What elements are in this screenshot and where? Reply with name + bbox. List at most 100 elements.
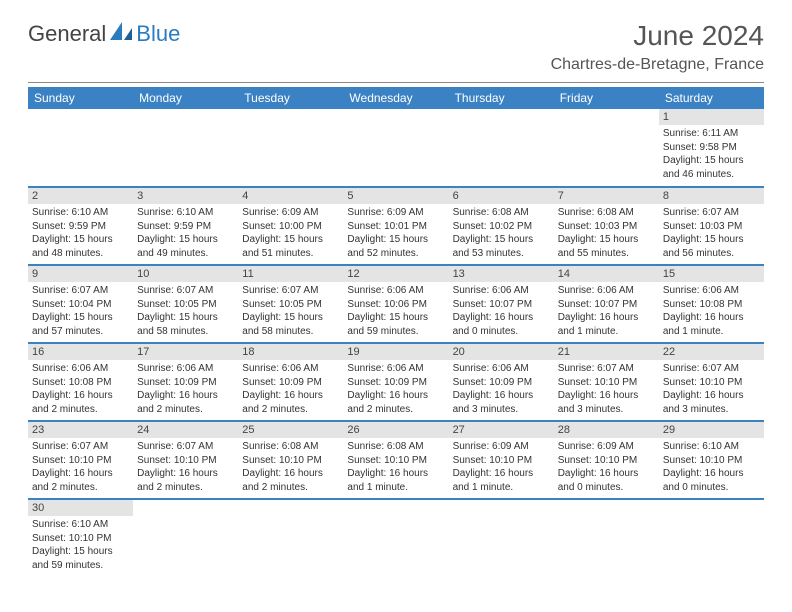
- sunset-text: Sunset: 9:59 PM: [32, 220, 129, 234]
- daylight-text: and 52 minutes.: [347, 247, 444, 261]
- day-details: Sunrise: 6:09 AMSunset: 10:10 PMDaylight…: [554, 438, 659, 496]
- sunset-text: Sunset: 10:04 PM: [32, 298, 129, 312]
- daylight-text: and 51 minutes.: [242, 247, 339, 261]
- daylight-text: and 58 minutes.: [242, 325, 339, 339]
- calendar-cell: 29Sunrise: 6:10 AMSunset: 10:10 PMDaylig…: [659, 421, 764, 499]
- daylight-text: and 0 minutes.: [453, 325, 550, 339]
- daylight-text: Daylight: 15 hours: [663, 233, 760, 247]
- sunrise-text: Sunrise: 6:06 AM: [453, 284, 550, 298]
- day-number: 7: [554, 188, 659, 204]
- day-details: Sunrise: 6:06 AMSunset: 10:09 PMDaylight…: [133, 360, 238, 418]
- daylight-text: and 59 minutes.: [347, 325, 444, 339]
- day-details: Sunrise: 6:07 AMSunset: 10:10 PMDaylight…: [28, 438, 133, 496]
- day-number: 16: [28, 344, 133, 360]
- sunset-text: Sunset: 10:07 PM: [558, 298, 655, 312]
- day-details: Sunrise: 6:10 AMSunset: 9:59 PMDaylight:…: [133, 204, 238, 262]
- calendar-cell: 28Sunrise: 6:09 AMSunset: 10:10 PMDaylig…: [554, 421, 659, 499]
- day-details: Sunrise: 6:08 AMSunset: 10:02 PMDaylight…: [449, 204, 554, 262]
- weekday-header: Wednesday: [343, 87, 448, 109]
- sunset-text: Sunset: 10:10 PM: [32, 532, 129, 546]
- daylight-text: and 1 minute.: [453, 481, 550, 495]
- day-number: 8: [659, 188, 764, 204]
- sunrise-text: Sunrise: 6:06 AM: [137, 362, 234, 376]
- day-number: 3: [133, 188, 238, 204]
- day-details: Sunrise: 6:06 AMSunset: 10:07 PMDaylight…: [449, 282, 554, 340]
- daylight-text: and 0 minutes.: [558, 481, 655, 495]
- calendar-cell: 17Sunrise: 6:06 AMSunset: 10:09 PMDaylig…: [133, 343, 238, 421]
- sunset-text: Sunset: 10:05 PM: [242, 298, 339, 312]
- daylight-text: and 58 minutes.: [137, 325, 234, 339]
- day-details: Sunrise: 6:06 AMSunset: 10:08 PMDaylight…: [28, 360, 133, 418]
- day-details: Sunrise: 6:07 AMSunset: 10:04 PMDaylight…: [28, 282, 133, 340]
- calendar-cell: [238, 499, 343, 577]
- daylight-text: and 59 minutes.: [32, 559, 129, 573]
- sunrise-text: Sunrise: 6:06 AM: [663, 284, 760, 298]
- calendar-cell: 20Sunrise: 6:06 AMSunset: 10:09 PMDaylig…: [449, 343, 554, 421]
- calendar-cell: 27Sunrise: 6:09 AMSunset: 10:10 PMDaylig…: [449, 421, 554, 499]
- calendar-week-row: 30Sunrise: 6:10 AMSunset: 10:10 PMDaylig…: [28, 499, 764, 577]
- sunset-text: Sunset: 10:09 PM: [242, 376, 339, 390]
- calendar-cell: 11Sunrise: 6:07 AMSunset: 10:05 PMDaylig…: [238, 265, 343, 343]
- day-details: Sunrise: 6:06 AMSunset: 10:08 PMDaylight…: [659, 282, 764, 340]
- sunset-text: Sunset: 10:01 PM: [347, 220, 444, 234]
- day-number: 23: [28, 422, 133, 438]
- daylight-text: Daylight: 16 hours: [558, 311, 655, 325]
- sunset-text: Sunset: 10:06 PM: [347, 298, 444, 312]
- sunrise-text: Sunrise: 6:07 AM: [32, 440, 129, 454]
- calendar-week-row: 2Sunrise: 6:10 AMSunset: 9:59 PMDaylight…: [28, 187, 764, 265]
- daylight-text: and 46 minutes.: [663, 168, 760, 182]
- sunset-text: Sunset: 10:10 PM: [347, 454, 444, 468]
- daylight-text: Daylight: 16 hours: [32, 389, 129, 403]
- calendar-cell: [659, 499, 764, 577]
- day-details: Sunrise: 6:08 AMSunset: 10:10 PMDaylight…: [343, 438, 448, 496]
- daylight-text: Daylight: 16 hours: [663, 311, 760, 325]
- day-details: Sunrise: 6:06 AMSunset: 10:06 PMDaylight…: [343, 282, 448, 340]
- day-number: 5: [343, 188, 448, 204]
- daylight-text: Daylight: 16 hours: [347, 467, 444, 481]
- calendar-cell: 2Sunrise: 6:10 AMSunset: 9:59 PMDaylight…: [28, 187, 133, 265]
- daylight-text: Daylight: 16 hours: [453, 311, 550, 325]
- daylight-text: Daylight: 15 hours: [32, 545, 129, 559]
- daylight-text: Daylight: 15 hours: [137, 311, 234, 325]
- calendar-cell: 9Sunrise: 6:07 AMSunset: 10:04 PMDayligh…: [28, 265, 133, 343]
- calendar-cell: 18Sunrise: 6:06 AMSunset: 10:09 PMDaylig…: [238, 343, 343, 421]
- calendar-week-row: 16Sunrise: 6:06 AMSunset: 10:08 PMDaylig…: [28, 343, 764, 421]
- sunrise-text: Sunrise: 6:06 AM: [242, 362, 339, 376]
- sunrise-text: Sunrise: 6:07 AM: [137, 284, 234, 298]
- day-details: Sunrise: 6:10 AMSunset: 9:59 PMDaylight:…: [28, 204, 133, 262]
- calendar-cell: 1Sunrise: 6:11 AMSunset: 9:58 PMDaylight…: [659, 109, 764, 187]
- sunset-text: Sunset: 10:10 PM: [242, 454, 339, 468]
- day-number: 4: [238, 188, 343, 204]
- header-divider: [28, 82, 764, 83]
- daylight-text: and 2 minutes.: [32, 481, 129, 495]
- sunrise-text: Sunrise: 6:09 AM: [453, 440, 550, 454]
- daylight-text: and 3 minutes.: [663, 403, 760, 417]
- calendar-cell: 16Sunrise: 6:06 AMSunset: 10:08 PMDaylig…: [28, 343, 133, 421]
- daylight-text: Daylight: 16 hours: [137, 467, 234, 481]
- day-details: Sunrise: 6:07 AMSunset: 10:03 PMDaylight…: [659, 204, 764, 262]
- sunrise-text: Sunrise: 6:09 AM: [242, 206, 339, 220]
- sunset-text: Sunset: 10:02 PM: [453, 220, 550, 234]
- sunset-text: Sunset: 10:05 PM: [137, 298, 234, 312]
- calendar-cell: 7Sunrise: 6:08 AMSunset: 10:03 PMDayligh…: [554, 187, 659, 265]
- weekday-header: Monday: [133, 87, 238, 109]
- daylight-text: and 2 minutes.: [137, 403, 234, 417]
- day-number: 20: [449, 344, 554, 360]
- day-number: 26: [343, 422, 448, 438]
- daylight-text: and 2 minutes.: [137, 481, 234, 495]
- calendar-cell: [554, 499, 659, 577]
- sunset-text: Sunset: 9:58 PM: [663, 141, 760, 155]
- daylight-text: Daylight: 15 hours: [242, 233, 339, 247]
- calendar-cell: [28, 109, 133, 187]
- day-details: Sunrise: 6:08 AMSunset: 10:03 PMDaylight…: [554, 204, 659, 262]
- sunrise-text: Sunrise: 6:06 AM: [453, 362, 550, 376]
- sunset-text: Sunset: 10:08 PM: [663, 298, 760, 312]
- calendar-cell: 23Sunrise: 6:07 AMSunset: 10:10 PMDaylig…: [28, 421, 133, 499]
- daylight-text: and 2 minutes.: [32, 403, 129, 417]
- daylight-text: Daylight: 16 hours: [663, 467, 760, 481]
- sunrise-text: Sunrise: 6:07 AM: [242, 284, 339, 298]
- day-number: 13: [449, 266, 554, 282]
- calendar-cell: [133, 109, 238, 187]
- day-details: Sunrise: 6:06 AMSunset: 10:09 PMDaylight…: [343, 360, 448, 418]
- calendar-week-row: 1Sunrise: 6:11 AMSunset: 9:58 PMDaylight…: [28, 109, 764, 187]
